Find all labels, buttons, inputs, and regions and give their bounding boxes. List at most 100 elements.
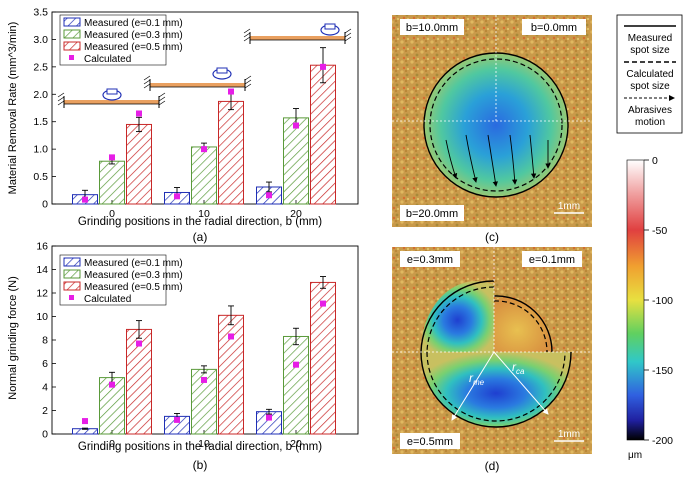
calculated-point (136, 340, 142, 347)
colorbar-tick-label: -100 (652, 295, 673, 307)
panel-c-label-b10: b=10.0mm (406, 22, 458, 34)
x-tick-label: 10 (198, 208, 210, 220)
radius-arrow-me (451, 351, 495, 421)
abrasives-motion-arrows (445, 134, 551, 187)
chart-a-xlabel: Grinding positions in the radial directi… (78, 216, 322, 228)
chart-a-ylabel: Material Removal Rate (mm^3/min) (7, 22, 19, 195)
calculated-point (293, 122, 299, 129)
y-tick-label: 14 (36, 264, 48, 276)
calculated-point (266, 414, 272, 421)
colorbar-tick-label: -200 (652, 435, 673, 447)
y-tick-label: 0 (42, 199, 48, 211)
calculated-point (293, 361, 299, 368)
fixture-sketch-10 (143, 67, 252, 91)
colorbar-ticks: 0 -50 -100 -150 -200 (644, 155, 673, 447)
chart-a-marks (72, 47, 336, 205)
calculated-point (266, 192, 272, 199)
bar-e03-b0 (99, 160, 125, 205)
y-tick-label: 12 (36, 288, 48, 300)
legend-swatch-e01 (63, 17, 81, 27)
legend-b-swatch-e05 (63, 281, 81, 291)
x-tick-label: 20 (290, 208, 302, 220)
legend-b-label-e05: Measured (e=0.5 mm) (84, 282, 183, 293)
colorbar: 0 -50 -100 -150 -200 μm (626, 155, 673, 461)
colorbar-gradient (626, 159, 645, 441)
x-tick-label: 10 (198, 438, 210, 450)
panel-c-surface-map: b=10.0mm b=0.0mm b=20.0mm 1mm (c) (392, 15, 592, 244)
chart-b-xlabel: Grinding positions in the radial directi… (78, 441, 322, 453)
fixture-sketch-0 (57, 88, 166, 108)
y-tick-label: 1.0 (33, 144, 48, 156)
panel-d-spot-e01 (494, 297, 553, 352)
legend-b-label-calculated: Calculated (84, 294, 131, 305)
calculated-point (109, 381, 115, 388)
chart-a-panel-label: (a) (193, 230, 208, 244)
chart-material-removal-rate: 0 0.5 1.0 1.5 2.0 2.5 3.0 3.5 0 10 20 Material Rem… (7, 7, 359, 244)
bar-e05-b0 (126, 123, 152, 205)
outline-legend: Measured spot size Calculated spot size … (616, 14, 683, 134)
legend-calculated-line2: spot size (630, 81, 670, 92)
panel-c-label-box-bl (400, 205, 464, 221)
x-tick-label: 20 (290, 438, 302, 450)
y-tick-label: 3.0 (33, 34, 48, 46)
panel-d-panel-label: (d) (485, 459, 500, 473)
legend-measured-line2: spot size (630, 45, 670, 56)
y-tick-label: 1.5 (33, 116, 48, 128)
radius-label-ca: rca (512, 360, 525, 376)
calculated-point (82, 418, 88, 425)
legend-label-e01: Measured (e=0.1 mm) (84, 18, 183, 29)
legend-measured-line1: Measured (628, 33, 672, 44)
calculated-point (201, 376, 207, 383)
calculated-point (174, 193, 180, 200)
colorbar-tick-label: -50 (652, 225, 667, 237)
calculated-point (320, 300, 326, 307)
legend-swatch-calculated (69, 55, 74, 60)
panel-d-scale-bar: 1mm (558, 429, 580, 440)
y-tick-label: 2.0 (33, 89, 48, 101)
calculated-point (82, 196, 88, 203)
y-tick-label: 0.5 (33, 171, 48, 183)
calculated-point (201, 146, 207, 153)
panel-d-label-e05: e=0.5mm (407, 436, 453, 448)
panel-c-label-b20: b=20.0mm (406, 208, 458, 220)
y-tick-label: 3.5 (33, 7, 48, 19)
panel-c-panel-label: (c) (485, 230, 499, 244)
chart-b-ylabel: Normal grinding force (N) (7, 276, 19, 399)
panel-c-scale-bar: 1mm (558, 201, 580, 212)
y-tick-label: 2 (42, 405, 48, 417)
y-tick-label: 16 (36, 241, 48, 253)
bar-e03-b10 (191, 146, 217, 205)
panel-d-label-box-tr (522, 251, 582, 267)
bar-e05-b20 (310, 64, 336, 205)
panel-c-label-box-tr (522, 19, 586, 35)
y-tick-label: 0 (42, 429, 48, 441)
legend-b-label-e01: Measured (e=0.1 mm) (84, 258, 183, 269)
panel-d-spot-e03 (420, 281, 494, 352)
y-tick-label: 4 (42, 382, 48, 394)
legend-label-e03: Measured (e=0.3 mm) (84, 30, 183, 41)
legend-b-swatch-e01 (63, 257, 81, 267)
chart-a-legend: Measured (e=0.1 mm) Measured (e=0.3 mm) … (59, 14, 183, 66)
colorbar-tick-label: -150 (652, 365, 673, 377)
x-tick-label: 0 (109, 438, 115, 450)
bar-e03-b20 (283, 335, 309, 435)
legend-b-swatch-calculated (69, 295, 74, 300)
chart-normal-grinding-force: 0 2 4 6 8 10 12 14 16 0 10 20 Normal grinding force… (7, 241, 359, 472)
calculated-point (109, 154, 115, 161)
y-tick-label: 6 (42, 358, 48, 370)
radius-arrow-ca (493, 351, 549, 415)
calculated-point (228, 88, 234, 95)
calculated-point (174, 416, 180, 423)
legend-label-e05: Measured (e=0.5 mm) (84, 42, 183, 53)
chart-b-panel-label: (b) (193, 458, 208, 472)
panel-d-surface-map: rca rme e=0.3mm e=0.1mm e=0.5mm 1mm (d) (392, 247, 592, 473)
panel-c-label-b0: b=0.0mm (531, 22, 577, 34)
calculated-point (136, 110, 142, 117)
panel-c-spot (424, 53, 568, 197)
panel-c-label-box-tl (400, 19, 464, 35)
bar-e05-b10 (218, 100, 244, 205)
chart-b-marks (72, 276, 336, 435)
legend-calculated-line1: Calculated (626, 69, 673, 80)
legend-abrasives-line2: motion (635, 117, 665, 128)
